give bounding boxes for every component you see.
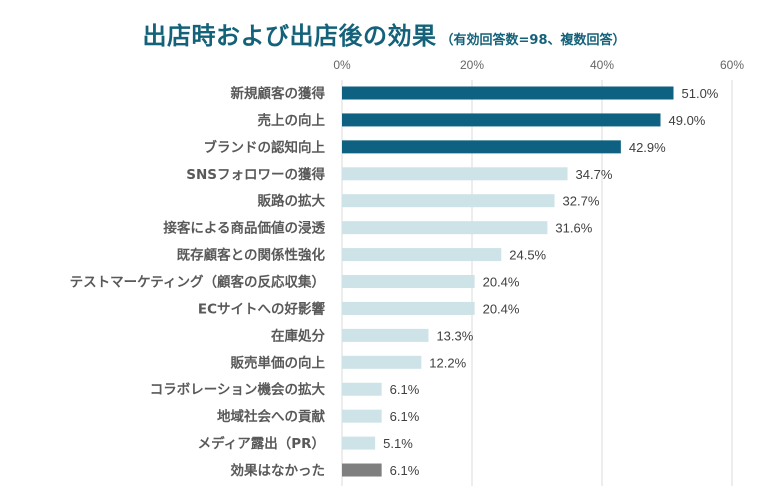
bar <box>342 221 548 235</box>
chart-subtitle: （有効回答数=98、複数回答） <box>440 33 626 48</box>
x-tick-label: 0% <box>333 58 351 72</box>
value-labels: 51.0% 49.0%42.9% 34.7% 32.7% 31.6% 24.5% 20.4%… <box>383 86 719 478</box>
bar <box>342 167 568 181</box>
data-label: 20.4% <box>483 275 520 290</box>
category-label: 地域社会への貢献 <box>217 408 325 425</box>
bar <box>342 140 621 154</box>
data-label: 6.1% <box>390 409 420 424</box>
category-label: テストマーケティング（顧客の反応収集） <box>70 274 325 291</box>
category-label: コラボレーション機会の拡大 <box>150 381 326 398</box>
x-tick-label: 40% <box>590 58 614 72</box>
category-label: 効果はなかった <box>231 462 326 479</box>
category-label: 在庫処分 <box>271 327 325 344</box>
bar <box>342 86 674 100</box>
bar <box>342 275 475 289</box>
data-label: 24.5% <box>509 248 546 263</box>
x-axis-ticks: 0% 20% 40% 60% <box>333 58 744 72</box>
category-label: 新規顧客の獲得 <box>231 85 326 102</box>
data-label: 49.0% <box>669 113 706 128</box>
data-label: 34.7% <box>576 167 613 182</box>
bar <box>342 113 661 127</box>
data-label: 32.7% <box>563 194 600 209</box>
category-label: 接客による商品価値の浸透 <box>163 220 325 237</box>
data-label: 6.1% <box>390 382 420 397</box>
bars <box>342 86 674 477</box>
bar <box>342 382 382 396</box>
data-label: 13.3% <box>436 328 473 343</box>
x-tick-label: 60% <box>720 58 744 72</box>
data-label: 31.6% <box>555 221 592 236</box>
bar <box>342 328 429 342</box>
category-label: 既存顧客との関係性強化 <box>177 247 326 264</box>
bar <box>342 194 555 208</box>
data-label: 20.4% <box>483 301 520 316</box>
category-label: ECサイトへの好影響 <box>198 300 326 317</box>
bar <box>342 248 502 262</box>
bar <box>342 409 382 423</box>
bar <box>342 436 376 450</box>
data-label: 6.1% <box>390 463 420 478</box>
category-label: SNSフォロワーの獲得 <box>186 166 325 183</box>
bar <box>342 355 422 369</box>
data-label: 5.1% <box>383 436 413 451</box>
category-label: 販売単価の向上 <box>231 354 326 371</box>
chart-title: 出店時および出店後の効果 <box>142 22 437 50</box>
category-label: メディア露出（PR） <box>198 435 325 452</box>
data-label: 51.0% <box>682 86 719 101</box>
category-label: ブランドの認知向上 <box>204 139 326 156</box>
data-label: 42.9% <box>629 140 666 155</box>
bar <box>342 301 475 315</box>
chart-title-block: 出店時および出店後の効果 （有効回答数=98、複数回答） <box>0 16 768 51</box>
category-label: 販路の拡大 <box>258 193 326 210</box>
category-label: 売上の向上 <box>258 112 326 129</box>
x-tick-label: 20% <box>460 58 484 72</box>
data-label: 12.2% <box>429 355 466 370</box>
bar <box>342 463 382 477</box>
